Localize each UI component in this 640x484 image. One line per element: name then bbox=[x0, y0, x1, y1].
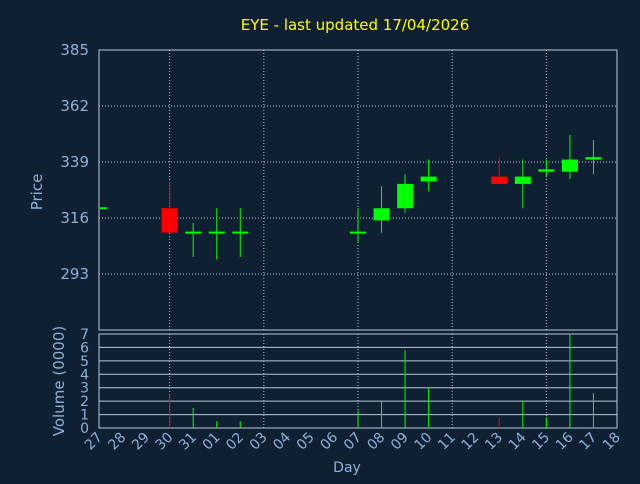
candle-body bbox=[373, 208, 390, 221]
volume-tick-label: 5 bbox=[80, 354, 89, 370]
candle-body bbox=[232, 231, 249, 234]
candle-body bbox=[350, 231, 366, 234]
volume-tick-label: 3 bbox=[80, 381, 89, 397]
volume-tick-label: 1 bbox=[80, 408, 89, 424]
price-tick-label: 362 bbox=[60, 97, 89, 115]
price-panel: 293 316 339 362 385 bbox=[60, 41, 618, 331]
volume-tick-label: 7 bbox=[80, 327, 89, 343]
price-axis-label: Price bbox=[28, 174, 46, 211]
x-axis-label: Day bbox=[333, 460, 361, 476]
volume-tick-label: 0 bbox=[80, 421, 89, 437]
candle-body bbox=[514, 176, 531, 184]
price-tick-label: 293 bbox=[60, 265, 89, 283]
candle-body bbox=[538, 169, 555, 172]
candle-body bbox=[561, 159, 578, 172]
candle-body bbox=[397, 183, 414, 209]
volume-tick-label: 6 bbox=[80, 340, 89, 356]
price-tick-label: 316 bbox=[60, 209, 89, 227]
price-tick-label: 339 bbox=[60, 153, 89, 171]
volume-axis-label: Volume (0000) bbox=[50, 326, 68, 436]
candle-body bbox=[491, 176, 508, 184]
x-axis: 27 28 29 30 31 01 02 03 04 05 06 07 08 09 10 11 12 13 14 15… bbox=[82, 429, 624, 453]
volume-tick-label: 2 bbox=[80, 394, 89, 410]
candle-body bbox=[185, 231, 202, 234]
volume-tick-label: 4 bbox=[80, 367, 89, 383]
candle-body bbox=[208, 231, 225, 234]
price-tick-label: 385 bbox=[60, 41, 89, 59]
candle-body bbox=[585, 157, 602, 160]
chart-title: EYE - last updated 17/04/2026 bbox=[241, 16, 470, 34]
candle-body bbox=[100, 207, 107, 210]
candle-body bbox=[420, 176, 437, 182]
candle-body bbox=[161, 208, 178, 233]
